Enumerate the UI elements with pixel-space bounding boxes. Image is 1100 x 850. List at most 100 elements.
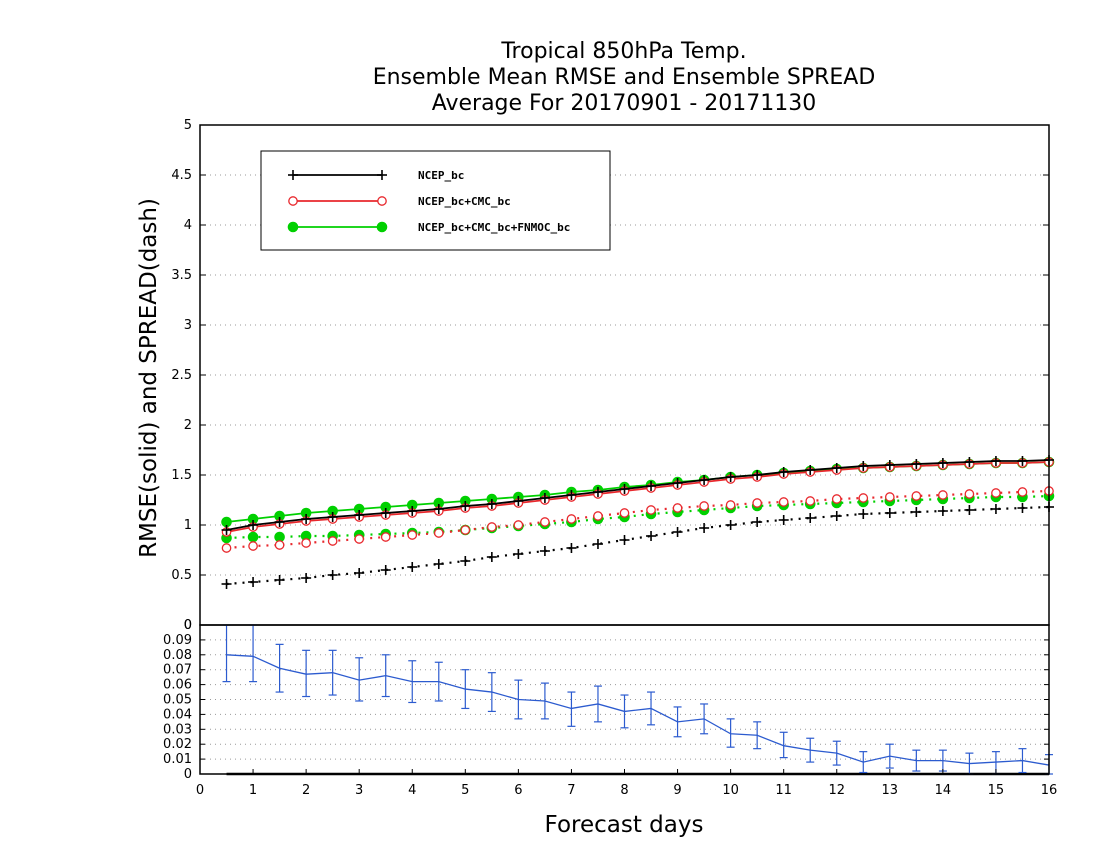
- legend-marker: [287, 221, 299, 233]
- chart-title: Tropical 850hPa Temp. Ensemble Mean RMSE…: [373, 39, 876, 116]
- title-line-3: Average For 20170901 - 20171130: [432, 91, 817, 116]
- legend-label: NCEP_bc+CMC_bc+FNMOC_bc: [418, 221, 570, 234]
- legend-label: NCEP_bc+CMC_bc: [418, 195, 511, 208]
- ncep-bc-cmc-bc-rmse-line: [226, 461, 1050, 533]
- y-tick-label: 3.5: [171, 268, 192, 283]
- spread-point: [778, 497, 789, 507]
- y-tick-label: 2: [184, 418, 192, 433]
- spread-point: [460, 525, 471, 535]
- series-ncep-bc-cmc-bc-fnmoc-bc-spread: [221, 490, 1055, 544]
- spread-point: [1017, 487, 1028, 497]
- spread-point: [327, 536, 338, 546]
- legend-item-ncep-bc: NCEP_bc: [288, 169, 464, 182]
- legend-label: NCEP_bc: [418, 169, 464, 182]
- error-bar: [832, 740, 841, 766]
- spread-point: [247, 531, 259, 543]
- y-tick-label: 4.5: [171, 168, 192, 183]
- legend-marker: [376, 221, 388, 233]
- spread-point: [354, 534, 365, 544]
- ncep-bc-cmc-bc-spread-line: [226, 489, 1050, 550]
- x-tick-label: 5: [461, 783, 469, 798]
- error-bar: [806, 737, 815, 763]
- x-axis-label: Forecast days: [545, 812, 704, 838]
- y-tick-label: 0: [184, 618, 192, 633]
- spread-point: [407, 530, 418, 540]
- spread-point: [274, 540, 285, 550]
- spread-point: [593, 511, 603, 521]
- y-tick-label: 5: [184, 118, 192, 133]
- bottom-y-ticks: 00.010.020.030.040.050.060.070.080.090: [163, 618, 1049, 782]
- y-tick-label: 0.01: [163, 752, 192, 767]
- y-tick-label: 0: [184, 618, 192, 633]
- x-ticks: 0 1 2 3 4 5 6 7 8 9 10 11 12 13 14 15 16: [196, 769, 1057, 798]
- spread-point: [752, 498, 763, 508]
- title-line-2: Ensemble Mean RMSE and Ensemble SPREAD: [373, 65, 876, 90]
- error-bar: [461, 669, 470, 710]
- error-bar: [222, 624, 231, 683]
- spread-point: [805, 496, 816, 506]
- error-bar: [593, 685, 602, 723]
- error-bar: [700, 703, 709, 735]
- error-bar: [647, 691, 656, 726]
- error-bar: [381, 654, 390, 698]
- title-line-1: Tropical 850hPa Temp.: [500, 39, 746, 64]
- error-bar: [779, 731, 788, 759]
- spread-point: [911, 491, 922, 501]
- spread-point: [540, 517, 550, 527]
- error-bar: [912, 749, 921, 772]
- error-bar: [859, 751, 868, 774]
- x-tick-label: 14: [935, 783, 952, 798]
- difference-line: [226, 654, 1050, 766]
- error-bar: [673, 706, 682, 738]
- error-bar: [540, 682, 549, 720]
- x-tick-label: 6: [514, 783, 522, 798]
- spread-point: [938, 490, 948, 500]
- spread-point: [566, 514, 577, 524]
- difference-panel: 00.010.020.030.040.050.060.070.080.090 0…: [163, 618, 1057, 838]
- spread-point: [486, 522, 497, 532]
- x-tick-label: 3: [355, 783, 363, 798]
- spread-point: [991, 488, 1001, 498]
- y-tick-label: 0.09: [163, 633, 192, 648]
- error-bar: [1018, 748, 1027, 774]
- error-bar: [328, 649, 337, 696]
- spread-point: [221, 543, 232, 553]
- spread-point: [301, 538, 311, 548]
- legend: NCEP_bc NCEP_bc+CMC_bc NCEP_bc+CMC_bc+FNMO…: [260, 150, 611, 251]
- y-tick-label: 0.03: [163, 722, 192, 737]
- y-tick-label: 0.08: [163, 648, 192, 663]
- y-tick-label: 0: [184, 767, 192, 782]
- x-tick-label: 15: [988, 783, 1005, 798]
- x-tick-label: 8: [620, 783, 628, 798]
- x-tick-label: 12: [828, 783, 845, 798]
- spread-point: [725, 500, 736, 510]
- y-tick-label: 1.5: [171, 468, 192, 483]
- y-tick-label: 0.5: [171, 568, 192, 583]
- spread-point: [380, 532, 391, 542]
- y-tick-label: 3: [184, 318, 192, 333]
- y-tick-label: 2.5: [171, 368, 192, 383]
- y-tick-label: 0.07: [163, 663, 192, 678]
- rmse-spread-panel: 0 0.5 1 1.5 2 2.5 3 3.5 4 4.5 5 RMSE(solid) and SP…: [136, 118, 1055, 633]
- x-tick-label: 10: [722, 783, 739, 798]
- error-bar: [275, 643, 284, 693]
- x-tick-label: 4: [408, 783, 416, 798]
- spread-point: [619, 508, 630, 518]
- series-ncep-bc-rmse: [221, 455, 1054, 535]
- spread-point: [513, 520, 524, 530]
- y-tick-label: 0.05: [163, 693, 192, 708]
- x-tick-label: 1: [249, 783, 257, 798]
- legend-marker: [377, 196, 387, 206]
- series-ncep-bc-spread: [221, 502, 1054, 589]
- y-axis-label: RMSE(solid) and SPREAD(dash): [136, 198, 162, 558]
- top-y-ticks: 0 0.5 1 1.5 2 2.5 3 3.5 4 4.5 5: [171, 118, 1049, 633]
- error-bar: [726, 718, 735, 748]
- x-tick-label: 0: [196, 783, 204, 798]
- error-bar: [885, 743, 894, 769]
- error-bar: [302, 649, 311, 698]
- series-ncep-bc-cmc-bc-spread: [221, 486, 1054, 553]
- legend-item-ncep-bc-cmc-bc-fnmoc-bc: NCEP_bc+CMC_bc+FNMOC_bc: [287, 221, 570, 234]
- x-tick-label: 16: [1041, 783, 1058, 798]
- spread-point: [884, 492, 895, 502]
- spread-point: [433, 528, 444, 538]
